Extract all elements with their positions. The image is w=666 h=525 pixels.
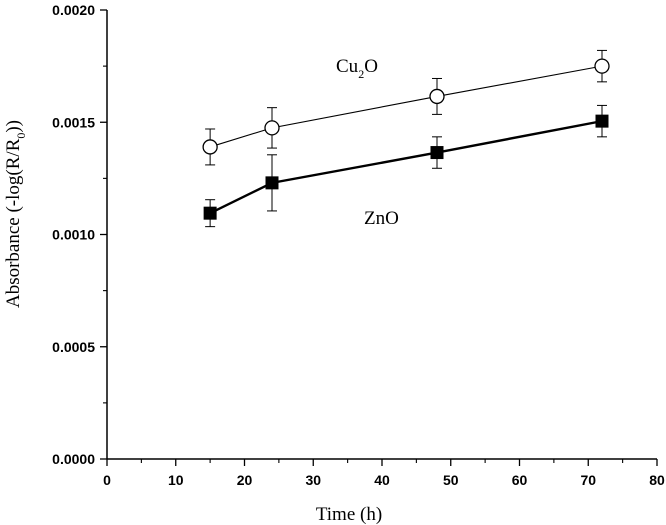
data-point bbox=[203, 206, 217, 220]
axes: 0 10 20 30 40 50 60 70 80 0.0000 0.0005 0.0010 0.001… bbox=[52, 2, 665, 488]
y-tick-label: 0.0000 bbox=[52, 451, 95, 467]
x-axis-title: Time (h) bbox=[316, 504, 382, 525]
data-point bbox=[429, 88, 445, 105]
series-label-cu2o: Cu2O bbox=[336, 56, 378, 81]
data-point bbox=[202, 139, 218, 155]
series-layer bbox=[202, 49, 610, 228]
data-point bbox=[594, 58, 610, 74]
y-tick-label: 0.0020 bbox=[52, 2, 95, 18]
data-point bbox=[595, 114, 609, 128]
data-point bbox=[430, 146, 444, 160]
series-zno bbox=[203, 104, 609, 228]
series-label-zno: ZnO bbox=[364, 208, 399, 229]
y-tick-label: 0.0005 bbox=[52, 339, 95, 355]
x-tick-label: 20 bbox=[237, 472, 253, 488]
series-cu2o bbox=[202, 49, 610, 166]
x-tick-label: 0 bbox=[103, 472, 111, 488]
x-tick-label: 80 bbox=[649, 472, 665, 488]
y-tick-label: 0.0015 bbox=[52, 114, 95, 130]
x-tick-label: 30 bbox=[305, 472, 321, 488]
y-tick-label: 0.0010 bbox=[52, 227, 95, 243]
series-line bbox=[209, 65, 603, 148]
data-point bbox=[265, 176, 279, 190]
x-tick-label: 70 bbox=[580, 472, 596, 488]
x-tick-label: 40 bbox=[374, 472, 390, 488]
x-tick-label: 50 bbox=[443, 472, 459, 488]
x-tick-label: 10 bbox=[168, 472, 184, 488]
series-line bbox=[209, 119, 603, 215]
data-point bbox=[264, 120, 280, 136]
x-tick-label: 60 bbox=[512, 472, 528, 488]
y-axis-title: Absorbance (-log(R/R0)) bbox=[3, 120, 28, 308]
